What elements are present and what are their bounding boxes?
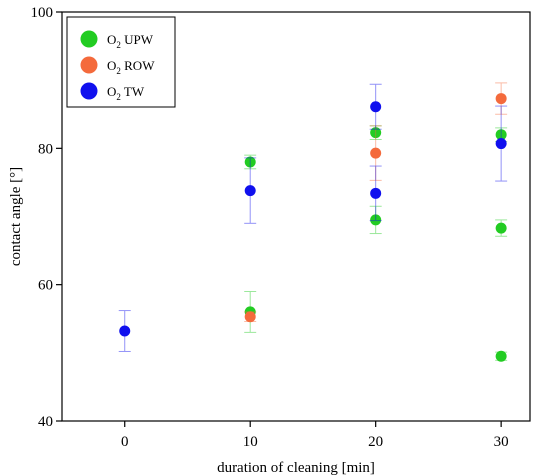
axis-ticks: 0 10 20 30 40 60 80 100 <box>31 5 509 450</box>
data-point <box>370 147 382 159</box>
x-tick-label: 20 <box>368 434 383 450</box>
data-point <box>495 93 507 105</box>
data-point <box>119 325 131 337</box>
legend-marker <box>80 82 98 100</box>
x-tick-label: 0 <box>121 434 129 450</box>
data-point <box>244 156 256 168</box>
legend-label: O2 TW <box>107 84 145 102</box>
data-point <box>370 101 382 113</box>
plot-marks <box>118 82 508 362</box>
data-point <box>370 187 382 199</box>
data-point <box>244 311 256 323</box>
data-point <box>244 185 256 197</box>
legend-label: O2 UPW <box>107 32 154 50</box>
legend-label: O2 ROW <box>107 58 155 76</box>
data-point <box>495 350 507 362</box>
data-point <box>370 127 382 139</box>
data-point <box>495 138 507 150</box>
y-tick-label: 100 <box>31 5 54 21</box>
legend: O2 UPW O2 ROW O2 TW <box>66 16 176 108</box>
y-tick-label: 60 <box>38 278 53 294</box>
legend-marker <box>80 30 98 48</box>
x-tick-label: 10 <box>243 434 258 450</box>
data-point <box>495 222 507 234</box>
series-2 <box>118 83 508 352</box>
x-axis-label: duration of cleaning [min] <box>217 460 375 476</box>
series-0 <box>244 125 508 362</box>
x-tick-label: 30 <box>494 434 509 450</box>
data-point <box>370 214 382 226</box>
y-tick-label: 40 <box>38 414 53 430</box>
y-axis-label: contact angle [°] <box>8 167 24 266</box>
data-point <box>495 129 507 141</box>
legend-marker <box>80 56 98 74</box>
y-tick-label: 80 <box>38 141 53 157</box>
series-1 <box>244 82 508 323</box>
plot-frame <box>61 11 531 422</box>
